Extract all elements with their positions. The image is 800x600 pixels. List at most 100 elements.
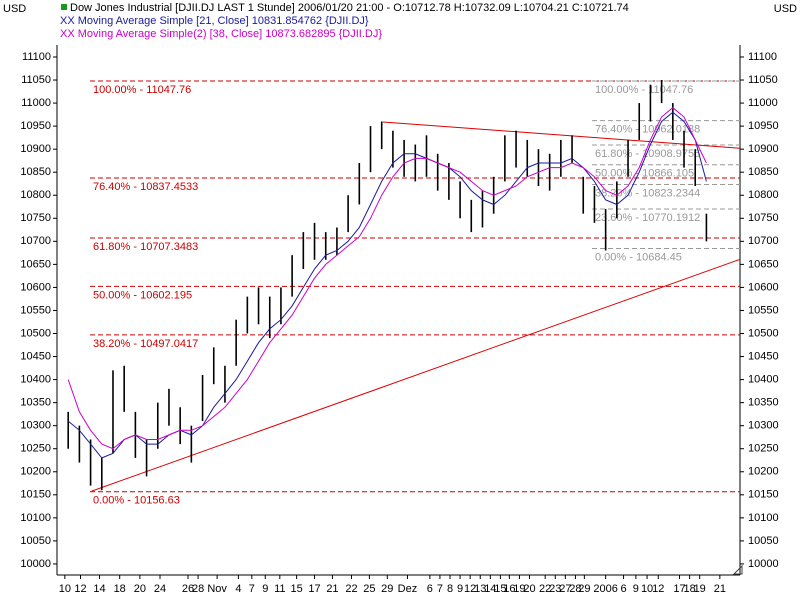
x-tick-label: 26: [182, 583, 194, 595]
y-tick-label: 10800: [20, 189, 51, 201]
y-tick-label: 11000: [748, 97, 778, 109]
x-tick-label: 10: [641, 583, 653, 595]
legend-entry: XX Moving Average Simple [21, Close] 108…: [60, 15, 369, 27]
trend-line: [382, 121, 741, 149]
trend-line: [91, 258, 741, 492]
y-tick-label: 10900: [748, 143, 779, 155]
y-tick-label: 10500: [20, 327, 51, 339]
y-tick-label: 10550: [748, 304, 779, 316]
x-tick-label: 6: [620, 583, 626, 595]
x-tick-label: 9: [457, 583, 463, 595]
fib-label: 38.20% - 10497.0417: [93, 338, 198, 350]
fib-label: 38.20% - 10823.2344: [595, 187, 700, 199]
y-tick-label: 10400: [20, 373, 51, 385]
fib-label: 50.00% - 10602.195: [93, 289, 192, 301]
x-tick-label: 2006: [593, 583, 617, 595]
y-tick-label: 10000: [748, 558, 779, 570]
fib-label: 100.00% - 11047.76: [93, 84, 191, 96]
y-tick-label: 10200: [748, 466, 779, 478]
fib-label: 0.00% - 10684.45: [595, 251, 682, 263]
y-tick-label: 10750: [20, 212, 51, 224]
y-tick-label: 10300: [20, 420, 51, 432]
y-tick-label: 10350: [748, 397, 779, 409]
fib-label: 61.80% - 10908.9756: [595, 148, 700, 160]
fib-label: 61.80% - 10707.3483: [93, 241, 198, 253]
x-tick-label: 27: [559, 583, 571, 595]
y-tick-label: 10850: [748, 166, 779, 178]
y-tick-label: 10550: [20, 304, 51, 316]
x-tick-label: 15: [290, 583, 302, 595]
fib-label: 50.00% - 10866.105: [595, 168, 694, 180]
x-tick-label: 14: [93, 583, 105, 595]
x-tick-label: 19: [513, 583, 525, 595]
y-tick-label: 11050: [21, 74, 51, 86]
x-tick-label: 7: [249, 583, 255, 595]
y-tick-label: 10800: [748, 189, 779, 201]
y-tick-label: 10600: [20, 281, 51, 293]
y-tick-label: 10600: [748, 281, 779, 293]
moving-average: [67, 107, 707, 450]
x-tick-label: 9: [262, 583, 268, 595]
y-tick-label: 10650: [20, 258, 51, 270]
y-tick-label: 10350: [20, 397, 51, 409]
y-tick-label: 10200: [20, 466, 51, 478]
x-tick-label: 12: [464, 583, 476, 595]
x-tick-label: 11: [274, 583, 285, 595]
y-tick-label: 11050: [748, 74, 778, 86]
y-tick-label: 11000: [21, 97, 51, 109]
x-tick-label: 21: [714, 583, 726, 595]
x-tick-label: 24: [154, 583, 166, 595]
x-tick-label: 20: [523, 583, 535, 595]
x-tick-label: 25: [363, 583, 375, 595]
y-tick-label: 10400: [748, 373, 779, 385]
y-axis-label-right: USD: [774, 3, 797, 15]
y-axis-label-left: USD: [3, 3, 26, 15]
y-tick-label: 10950: [20, 120, 51, 132]
x-tick-label: 4: [235, 583, 241, 595]
x-tick-label: 19: [694, 583, 706, 595]
x-tick-label: 13: [474, 583, 486, 595]
y-tick-label: 10250: [20, 443, 51, 455]
x-tick-label: 7: [437, 583, 443, 595]
y-tick-label: 11100: [748, 51, 777, 63]
x-tick-label: 14: [484, 583, 496, 595]
y-tick-label: 11100: [22, 51, 51, 63]
x-tick-label: 18: [114, 583, 126, 595]
x-tick-label: 15: [494, 583, 506, 595]
fib-label: 76.40% - 10962.0188: [595, 123, 700, 135]
y-tick-label: 10100: [748, 512, 779, 524]
x-tick-label: 29: [578, 583, 590, 595]
x-tick-label: 18: [683, 583, 695, 595]
x-tick-label: 6: [427, 583, 433, 595]
x-tick-label: 29: [381, 583, 393, 595]
x-tick-label: 28: [569, 583, 581, 595]
y-tick-label: 10300: [748, 420, 779, 432]
y-tick-label: 10500: [748, 327, 779, 339]
x-tick-label: 9: [633, 583, 639, 595]
x-tick-label: 12: [74, 583, 86, 595]
x-tick-label: 20: [134, 583, 146, 595]
legend-entry: Dow Jones Industrial [DJII.DJ LAST 1 Stu…: [70, 2, 629, 14]
x-tick-label: 10: [59, 583, 71, 595]
x-tick-label: 8: [447, 583, 453, 595]
y-tick-label: 10450: [748, 350, 779, 362]
x-tick-label: 23: [549, 583, 561, 595]
x-tick-label: 22: [539, 583, 551, 595]
y-tick-label: 10700: [20, 235, 51, 247]
y-tick-label: 10900: [20, 143, 51, 155]
y-tick-label: 10950: [748, 120, 779, 132]
legend-icon: [61, 4, 67, 10]
y-tick-label: 10450: [20, 350, 51, 362]
y-tick-label: 10250: [748, 443, 779, 455]
fib-label: 23.60% - 10770.1912: [595, 212, 700, 224]
y-tick-label: 10150: [20, 489, 51, 501]
fib-label: 100.00% - 11047.76: [595, 84, 693, 96]
x-tick-label: 12: [652, 583, 664, 595]
legend-entry: XX Moving Average Simple(2) [38, Close] …: [60, 28, 382, 40]
x-tick-label: 16: [503, 583, 515, 595]
x-tick-label: 28: [192, 583, 204, 595]
y-tick-label: 10100: [20, 512, 51, 524]
